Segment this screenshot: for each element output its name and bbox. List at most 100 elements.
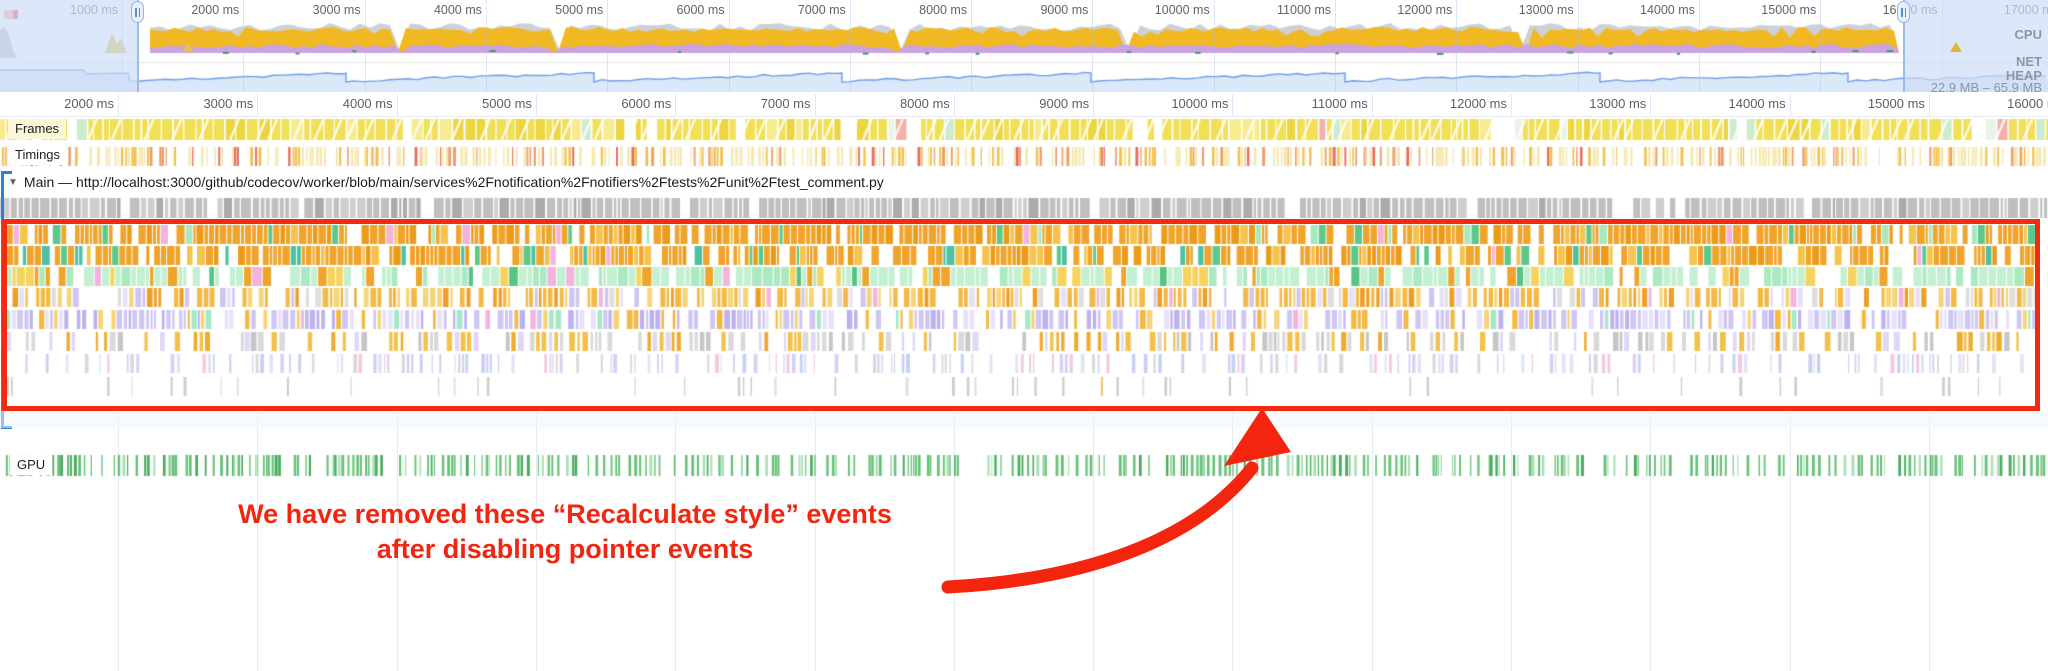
ruler-tick xyxy=(675,94,677,116)
ruler-label: 3000 ms xyxy=(312,3,361,17)
frames-track[interactable] xyxy=(0,118,2048,141)
gpu-track-label[interactable]: GPU xyxy=(10,455,53,475)
ruler-tick xyxy=(1820,0,1822,92)
heap-track-label: HEAP xyxy=(2005,68,2042,83)
annotation-highlight-rectangle xyxy=(2,219,2040,411)
grid-line xyxy=(814,407,816,671)
ruler-tick xyxy=(1213,0,1215,92)
ruler-tick xyxy=(1789,94,1791,116)
annotation-arrow xyxy=(941,408,1291,594)
grid-line xyxy=(1093,407,1095,671)
grid-line xyxy=(1371,407,1373,671)
ruler-tick xyxy=(1698,0,1700,92)
overview-dim-right xyxy=(1904,0,2048,92)
timings-track[interactable] xyxy=(0,145,2048,168)
cpu-track-label: CPU xyxy=(2014,27,2042,42)
ruler-tick xyxy=(849,0,851,92)
heap-range-value: 22.9 MB – 65.9 MB xyxy=(1930,80,2042,95)
ruler-label: 2000 ms xyxy=(191,3,240,17)
ruler-label: 13000 ms xyxy=(1518,3,1574,17)
ruler-tick xyxy=(1371,94,1373,116)
grid-line xyxy=(396,407,398,671)
gpu-track[interactable]: GPU xyxy=(0,452,2048,478)
main-thread-header[interactable]: ▼ Main — http://localhost:3000/github/co… xyxy=(0,168,2048,196)
flame-chart-empty-strip xyxy=(0,411,2048,428)
selection-boundary-right xyxy=(1903,0,1905,92)
ruler-label: 16000 ms xyxy=(2007,96,2048,111)
grid-line xyxy=(535,407,537,671)
ruler-label: 13000 ms xyxy=(1589,96,1647,111)
selection-grabber-right[interactable] xyxy=(1897,1,1910,23)
ruler-tick xyxy=(1335,0,1336,92)
ruler-tick xyxy=(1650,94,1652,116)
ruler-tick xyxy=(396,94,398,116)
ruler-label: 6000 ms xyxy=(676,3,725,17)
ruler-tick xyxy=(1092,0,1094,92)
grid-line xyxy=(1232,407,1234,671)
ruler-label: 9000 ms xyxy=(1040,3,1089,17)
grid-line xyxy=(257,407,259,671)
gpu-activity xyxy=(0,452,2048,478)
ruler-tick xyxy=(728,0,730,92)
ruler-label: 4000 ms xyxy=(433,3,482,17)
ruler-label: 4000 ms xyxy=(342,96,393,111)
ruler-label: 5000 ms xyxy=(555,3,604,17)
timings-track-label[interactable]: Timings xyxy=(8,145,68,165)
ruler-tick xyxy=(953,94,955,116)
grid-line xyxy=(1511,407,1512,671)
ruler-tick xyxy=(1232,94,1234,116)
ruler-label: 2000 ms xyxy=(64,96,114,111)
main-thread-task-row[interactable] xyxy=(0,196,2048,222)
ruler-label: 14000 ms xyxy=(1640,3,1695,17)
ruler-tick xyxy=(814,94,816,116)
grid-line xyxy=(675,407,677,671)
ruler-label: 11000 ms xyxy=(1311,96,1368,111)
selection-boundary-left xyxy=(137,0,139,92)
collapse-arrow-icon[interactable]: ▼ xyxy=(8,176,18,188)
ruler-tick xyxy=(118,94,119,116)
selection-grabber-left[interactable] xyxy=(131,1,144,23)
grid-line xyxy=(1650,407,1652,671)
main-thread-flame-chart[interactable] xyxy=(0,218,2048,412)
ruler-tick xyxy=(1093,94,1095,116)
ruler-label: 8000 ms xyxy=(899,96,950,111)
ruler-tick xyxy=(485,0,487,92)
annotation-line2: after disabling pointer events xyxy=(376,534,754,564)
ruler-label: 7000 ms xyxy=(797,3,846,17)
ruler-tick xyxy=(535,94,537,116)
ruler-label: 12000 ms xyxy=(1397,3,1453,17)
grid-line xyxy=(953,407,955,671)
ruler-tick xyxy=(257,94,259,116)
ruler-label: 12000 ms xyxy=(1449,96,1507,111)
ruler-label: 14000 ms xyxy=(1728,96,1786,111)
ruler-label: 9000 ms xyxy=(1039,96,1090,111)
ruler-tick xyxy=(1511,94,1512,116)
annotation-line1: We have removed these “Recalculate style… xyxy=(238,499,892,529)
ruler-tick xyxy=(1928,94,1930,116)
grid-line xyxy=(118,407,119,671)
overview-dim-left xyxy=(0,0,137,92)
ruler-label: 8000 ms xyxy=(919,3,968,17)
ruler-label: 5000 ms xyxy=(482,96,532,111)
ruler-tick xyxy=(971,0,973,92)
ruler-label: 15000 ms xyxy=(1867,96,1925,111)
ruler-label: 15000 ms xyxy=(1761,3,1817,17)
ruler-label: 7000 ms xyxy=(760,96,811,111)
grid-line xyxy=(1789,407,1791,671)
ruler-label: 10000 ms xyxy=(1154,3,1210,17)
ruler-tick xyxy=(1577,0,1579,92)
net-track-label: NET xyxy=(2016,54,2042,69)
ruler-label: 6000 ms xyxy=(621,96,672,111)
ruler-tick xyxy=(607,0,609,92)
performance-overview-minimap[interactable] xyxy=(0,0,2048,92)
ruler-tick xyxy=(1456,0,1458,92)
warning-triangle-icon xyxy=(1950,42,1962,52)
ruler-tick xyxy=(364,0,366,92)
ruler-tick xyxy=(243,0,245,92)
main-thread-title: Main — http://localhost:3000/github/code… xyxy=(23,174,884,190)
frames-track-label[interactable]: Frames xyxy=(8,119,67,139)
annotation-text: We have removed these “Recalculate style… xyxy=(140,497,990,567)
ruler-label: 10000 ms xyxy=(1171,96,1229,111)
ruler-label: 3000 ms xyxy=(203,96,254,111)
